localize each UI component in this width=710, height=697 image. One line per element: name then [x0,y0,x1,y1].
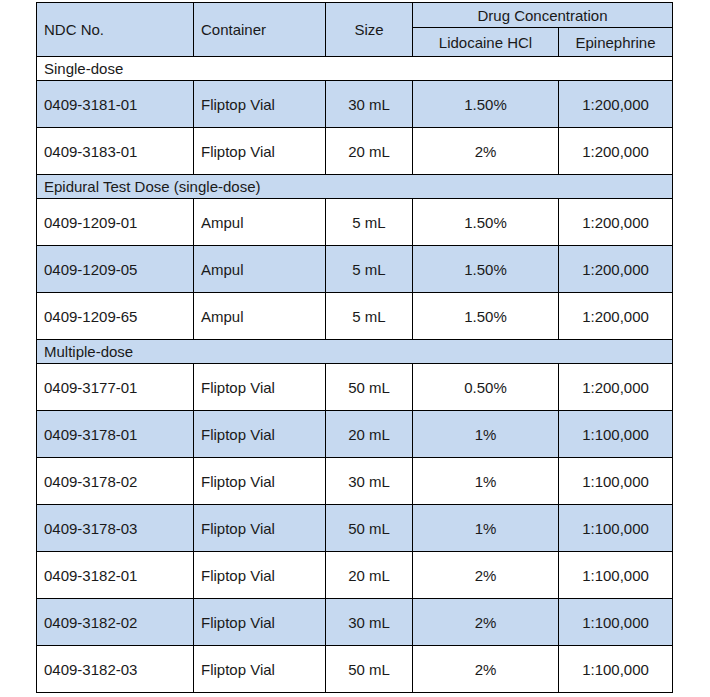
cell-container: Fliptop Vial [194,646,326,693]
cell-ndc: 0409-1209-05 [37,246,194,293]
cell-ndc: 0409-3183-01 [37,128,194,175]
cell-epinephrine: 1:200,000 [559,81,673,128]
cell-container: Fliptop Vial [194,458,326,505]
cell-epinephrine: 1:100,000 [559,458,673,505]
table-row: 0409-3177-01Fliptop Vial50 mL0.50%1:200,… [37,364,673,411]
column-header-container: Container [194,3,326,57]
cell-epinephrine: 1:200,000 [559,128,673,175]
cell-epinephrine: 1:200,000 [559,364,673,411]
column-header-ndc: NDC No. [37,3,194,57]
cell-lidocaine: 1.50% [413,246,559,293]
cell-container: Fliptop Vial [194,505,326,552]
cell-size: 20 mL [326,411,413,458]
table-row: 0409-1209-05Ampul5 mL1.50%1:200,000 [37,246,673,293]
cell-size: 30 mL [326,458,413,505]
section-row: Multiple-dose [37,340,673,364]
cell-size: 20 mL [326,552,413,599]
cell-epinephrine: 1:100,000 [559,646,673,693]
cell-ndc: 0409-3178-02 [37,458,194,505]
cell-epinephrine: 1:100,000 [559,599,673,646]
cell-lidocaine: 2% [413,128,559,175]
table-row: 0409-3181-01Fliptop Vial30 mL1.50%1:200,… [37,81,673,128]
table-row: 0409-3183-01Fliptop Vial20 mL2%1:200,000 [37,128,673,175]
cell-ndc: 0409-1209-01 [37,199,194,246]
cell-epinephrine: 1:100,000 [559,552,673,599]
page: NDC No. Container Size Drug Concentratio… [0,0,710,697]
column-header-drug-concentration: Drug Concentration [413,3,673,28]
cell-size: 30 mL [326,599,413,646]
cell-size: 5 mL [326,246,413,293]
cell-lidocaine: 1.50% [413,81,559,128]
cell-container: Fliptop Vial [194,81,326,128]
cell-container: Fliptop Vial [194,552,326,599]
cell-ndc: 0409-3181-01 [37,81,194,128]
cell-ndc: 0409-3182-01 [37,552,194,599]
section-label: Single-dose [37,57,673,81]
cell-ndc: 0409-1209-65 [37,293,194,340]
column-header-epinephrine: Epinephrine [559,28,673,57]
table-row: 0409-3182-01Fliptop Vial20 mL2%1:100,000 [37,552,673,599]
cell-lidocaine: 2% [413,552,559,599]
cell-ndc: 0409-3178-03 [37,505,194,552]
column-header-size: Size [326,3,413,57]
table-row: 0409-3182-02Fliptop Vial30 mL2%1:100,000 [37,599,673,646]
section-label: Multiple-dose [37,340,673,364]
table-row: 0409-1209-01Ampul5 mL1.50%1:200,000 [37,199,673,246]
table-row: 0409-3178-01Fliptop Vial20 mL1%1:100,000 [37,411,673,458]
table-body: Single-dose0409-3181-01Fliptop Vial30 mL… [37,57,673,693]
cell-size: 20 mL [326,128,413,175]
ndc-concentration-table: NDC No. Container Size Drug Concentratio… [36,2,673,693]
section-row: Single-dose [37,57,673,81]
cell-size: 30 mL [326,81,413,128]
cell-container: Ampul [194,246,326,293]
table-row: 0409-3178-03Fliptop Vial50 mL1%1:100,000 [37,505,673,552]
cell-container: Fliptop Vial [194,128,326,175]
cell-container: Ampul [194,293,326,340]
cell-lidocaine: 1.50% [413,199,559,246]
cell-epinephrine: 1:200,000 [559,199,673,246]
cell-ndc: 0409-3178-01 [37,411,194,458]
cell-container: Fliptop Vial [194,411,326,458]
cell-lidocaine: 1% [413,505,559,552]
cell-ndc: 0409-3177-01 [37,364,194,411]
cell-lidocaine: 2% [413,646,559,693]
cell-lidocaine: 1.50% [413,293,559,340]
cell-lidocaine: 1% [413,458,559,505]
section-label: Epidural Test Dose (single-dose) [37,175,673,199]
cell-epinephrine: 1:200,000 [559,293,673,340]
cell-container: Fliptop Vial [194,599,326,646]
cell-size: 5 mL [326,199,413,246]
cell-size: 50 mL [326,646,413,693]
table-row: 0409-3178-02Fliptop Vial30 mL1%1:100,000 [37,458,673,505]
cell-epinephrine: 1:100,000 [559,411,673,458]
cell-ndc: 0409-3182-03 [37,646,194,693]
cell-size: 50 mL [326,505,413,552]
cell-lidocaine: 1% [413,411,559,458]
cell-size: 5 mL [326,293,413,340]
cell-ndc: 0409-3182-02 [37,599,194,646]
table-row: 0409-1209-65Ampul5 mL1.50%1:200,000 [37,293,673,340]
cell-epinephrine: 1:200,000 [559,246,673,293]
column-header-lidocaine: Lidocaine HCl [413,28,559,57]
cell-container: Ampul [194,199,326,246]
cell-lidocaine: 2% [413,599,559,646]
cell-size: 50 mL [326,364,413,411]
table-row: 0409-3182-03Fliptop Vial50 mL2%1:100,000 [37,646,673,693]
header-row-top: NDC No. Container Size Drug Concentratio… [37,3,673,28]
cell-container: Fliptop Vial [194,364,326,411]
section-row: Epidural Test Dose (single-dose) [37,175,673,199]
cell-lidocaine: 0.50% [413,364,559,411]
cell-epinephrine: 1:100,000 [559,505,673,552]
